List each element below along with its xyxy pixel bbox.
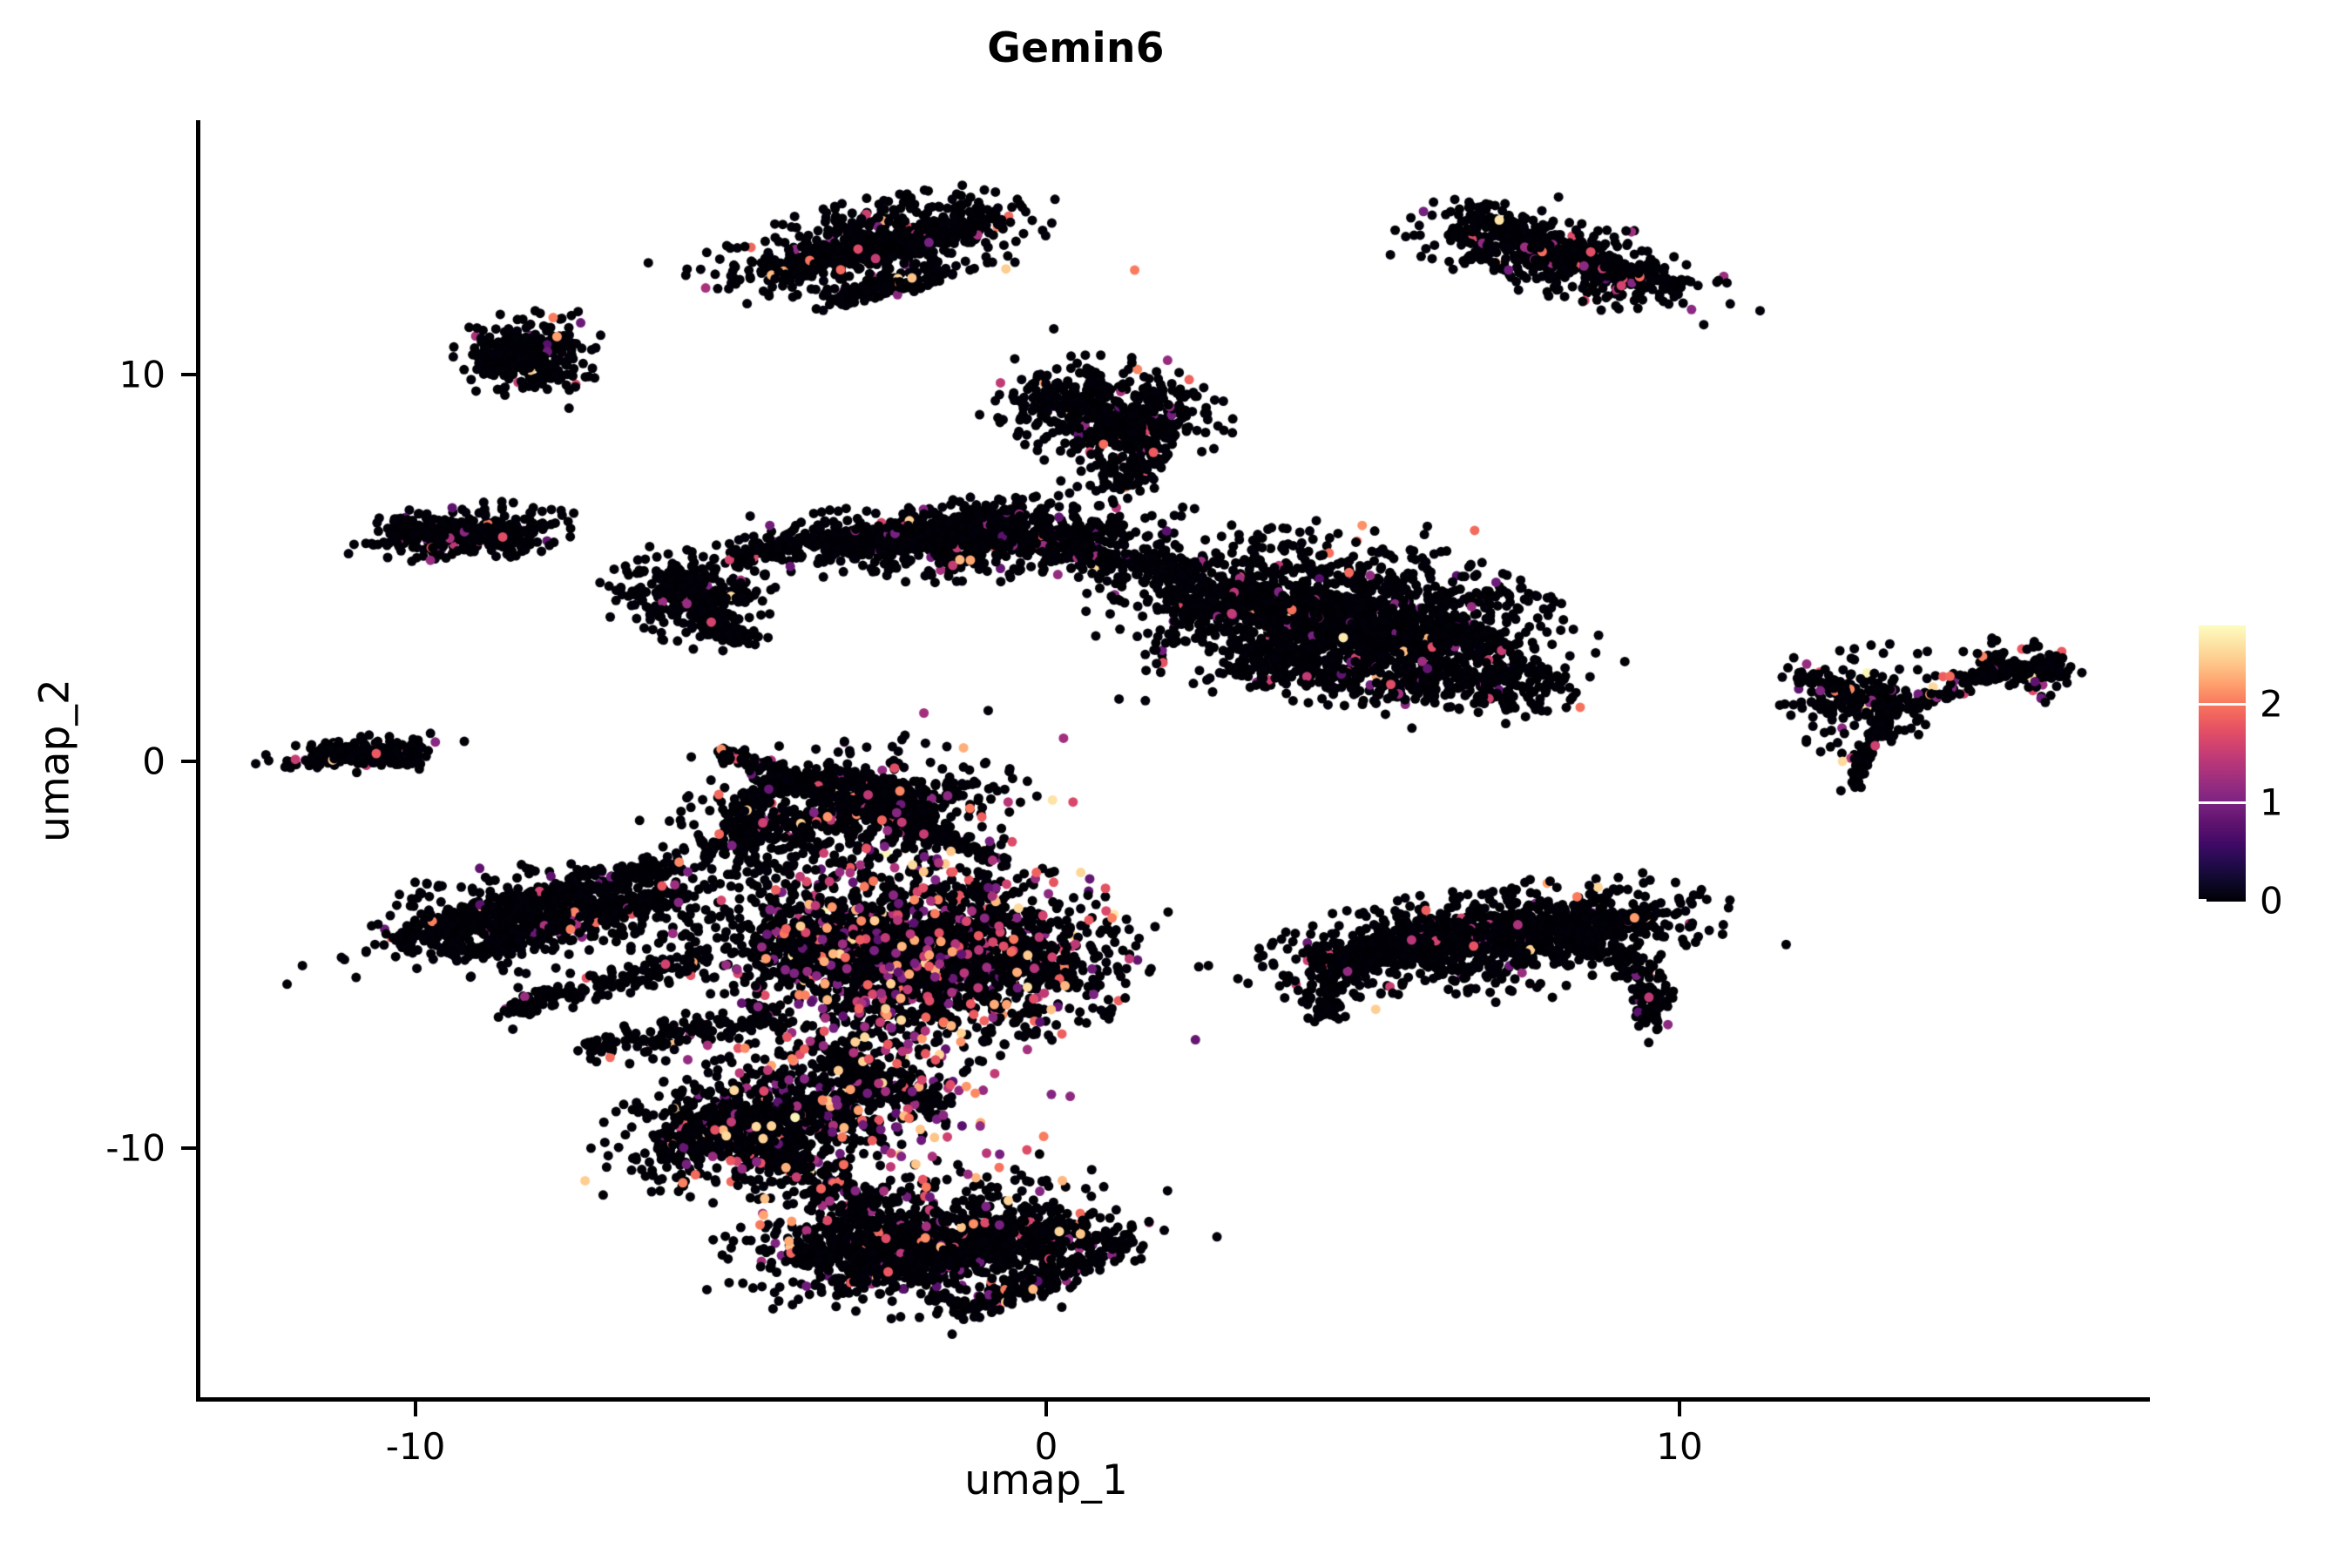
x-tick-label-neg10: -10 (385, 1425, 446, 1468)
x-tick-mark-10 (1678, 1402, 1681, 1416)
x-axis-spine (198, 1397, 2150, 1402)
x-tick-label-0: 0 (1034, 1425, 1058, 1468)
colorbar-label-2: 2 (2260, 682, 2283, 726)
page-title: Gemin6 (987, 24, 1165, 72)
colorbar-tick-1 (2199, 801, 2246, 804)
y-tick-label-0: 0 (142, 740, 166, 783)
colorbar-tick-0 (2199, 899, 2207, 902)
x-tick-mark-neg10 (414, 1402, 417, 1416)
colorbar-label-0: 0 (2260, 879, 2283, 923)
y-tick-mark-neg10 (181, 1146, 196, 1150)
colorbar-gradient (2199, 625, 2246, 902)
scatter-plot-axes[interactable] (199, 122, 2150, 1399)
y-axis-spine (196, 120, 200, 1402)
umap-scatter-points[interactable] (199, 122, 2150, 1399)
y-axis-label: umap_2 (30, 679, 79, 842)
y-tick-label-neg10: -10 (105, 1126, 166, 1170)
colorbar[interactable]: 2 1 0 (2199, 625, 2283, 923)
colorbar-label-1: 1 (2260, 781, 2283, 824)
x-axis-label: umap_1 (964, 1456, 1128, 1504)
y-tick-mark-0 (181, 760, 196, 763)
x-tick-label-10: 10 (1656, 1425, 1703, 1468)
y-tick-mark-10 (181, 373, 196, 376)
colorbar-tick-2 (2199, 703, 2246, 706)
x-tick-mark-0 (1044, 1402, 1048, 1416)
y-tick-label-10: 10 (118, 353, 166, 396)
